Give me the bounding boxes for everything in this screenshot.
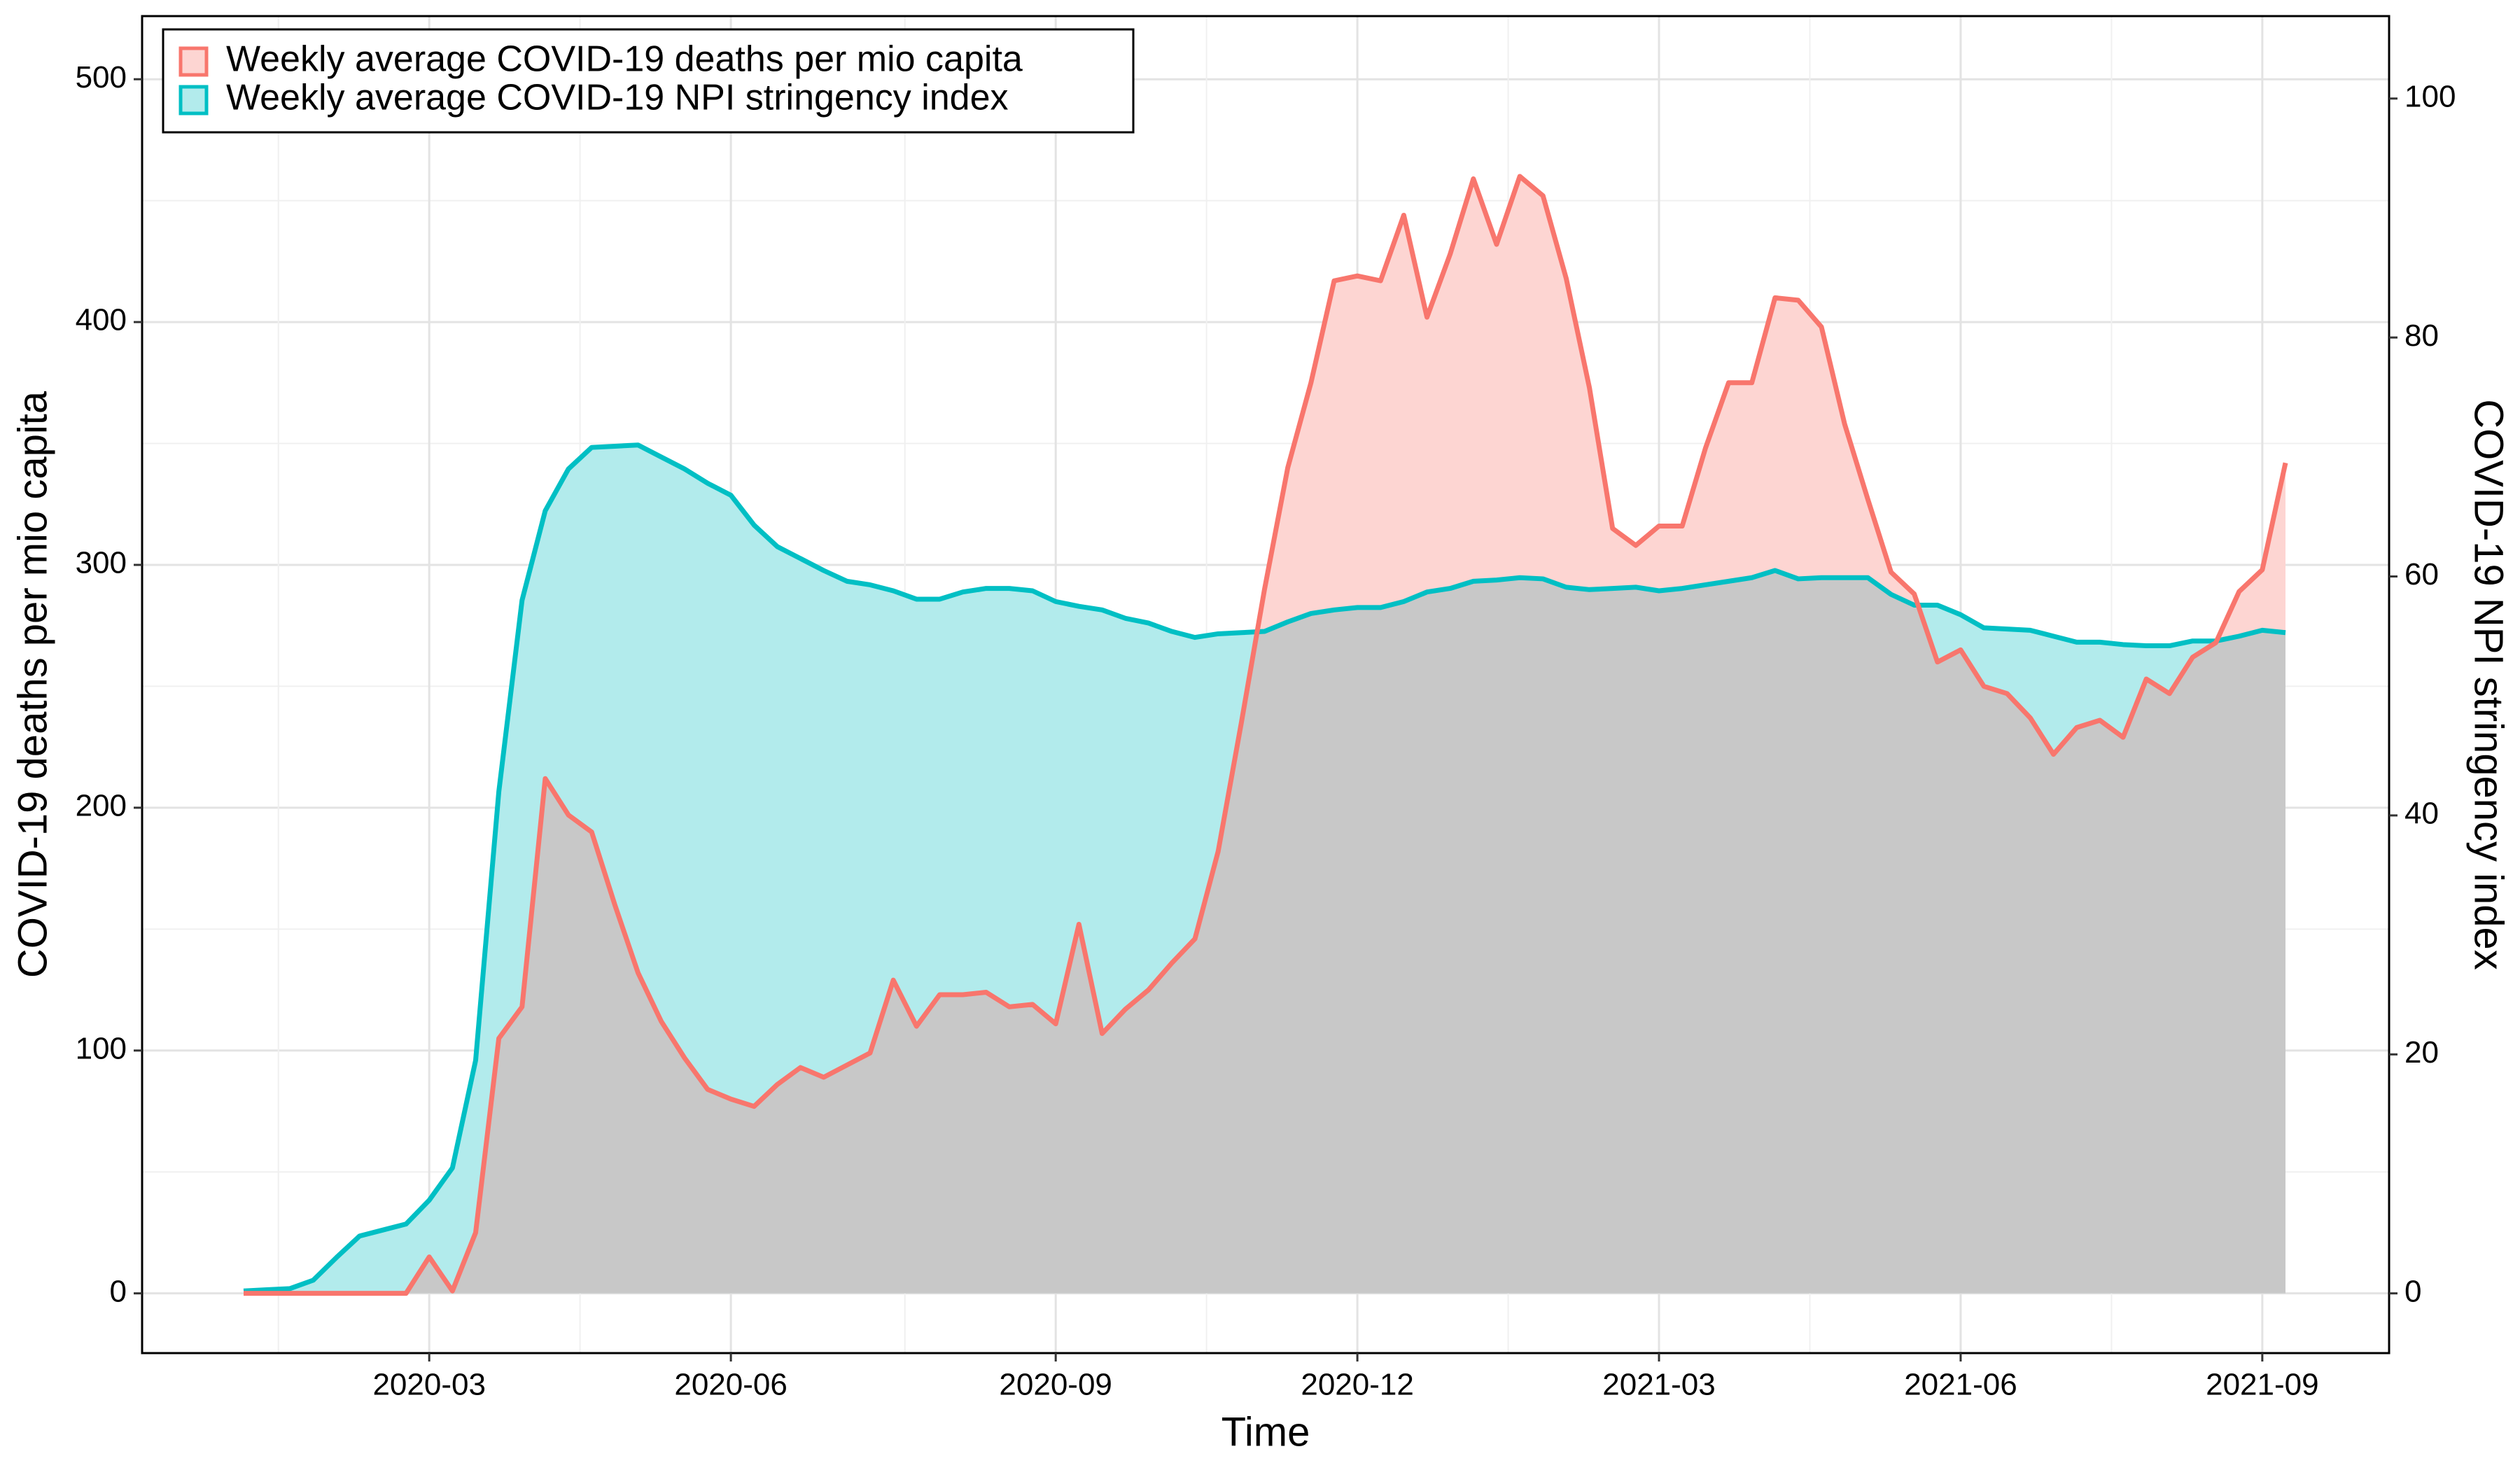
x-tick-label: 2020-06 bbox=[674, 1368, 787, 1402]
y2-tick-label: 20 bbox=[2404, 1035, 2439, 1070]
y2-tick-label: 80 bbox=[2404, 318, 2439, 353]
legend-box bbox=[162, 28, 1135, 134]
x-tick-label: 2021-09 bbox=[2206, 1368, 2318, 1402]
y-tick-label: 0 bbox=[110, 1274, 127, 1308]
y-axis-title: COVID-19 deaths per mio capita bbox=[10, 391, 55, 978]
line bbox=[244, 174, 2288, 1296]
x-tick-label: 2020-12 bbox=[1301, 1368, 1413, 1402]
x-tick-label: 2020-09 bbox=[999, 1368, 1112, 1402]
y2-axis-title: COVID-19 NPI stringency index bbox=[2466, 399, 2512, 970]
y-tick-label: 500 bbox=[76, 60, 127, 94]
legend-swatch bbox=[178, 46, 209, 77]
y2-tick-label: 0 bbox=[2404, 1274, 2421, 1308]
line bbox=[243, 442, 2286, 1294]
x-tick-label: 2020-03 bbox=[372, 1368, 485, 1402]
x-tick-label: 2021-06 bbox=[1904, 1368, 2017, 1402]
legend: Weekly average COVID-19 deaths per mio c… bbox=[162, 28, 1135, 134]
x-tick-label: 2021-03 bbox=[1602, 1368, 1715, 1402]
legend-label: Weekly average COVID-19 deaths per mio c… bbox=[226, 39, 1023, 80]
y2-tick-label: 40 bbox=[2404, 797, 2439, 831]
y-tick-label: 200 bbox=[76, 789, 127, 823]
y-tick-label: 100 bbox=[76, 1031, 127, 1065]
panel-border bbox=[141, 15, 2390, 1354]
legend-swatch bbox=[178, 85, 209, 115]
y2-tick-label: 60 bbox=[2404, 557, 2439, 592]
legend-label: Weekly average COVID-19 NPI stringency i… bbox=[226, 78, 1009, 118]
y2-tick-label: 100 bbox=[2404, 79, 2456, 113]
y-tick-label: 300 bbox=[76, 546, 127, 580]
x-axis-title: Time bbox=[1222, 1409, 1310, 1455]
y-tick-label: 400 bbox=[76, 303, 127, 337]
